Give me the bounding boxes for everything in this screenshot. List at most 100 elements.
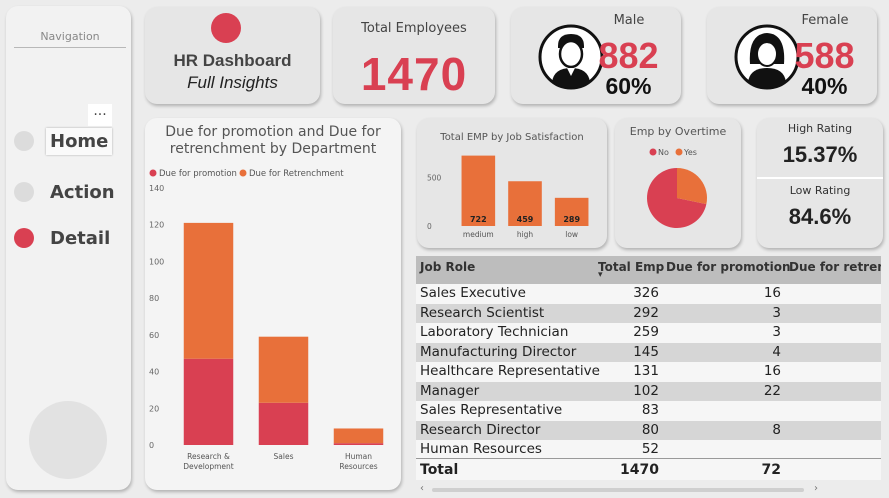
cell-due-promotion: 4: [772, 343, 781, 360]
scroll-thumb[interactable]: [432, 488, 804, 492]
table-row[interactable]: Human Resources 52: [416, 440, 881, 460]
female-person-icon: [734, 24, 800, 90]
nav-detail-label: Detail: [50, 227, 111, 249]
legend-label: Due for promotion: [159, 169, 237, 179]
table-total-row: Total 1470 72: [416, 458, 881, 480]
female-percent: 40%: [801, 73, 848, 99]
male-count: 882: [598, 35, 659, 76]
legend-label: Due for Retrenchment: [249, 169, 344, 179]
cell-job-role: Sales Representative: [420, 402, 563, 418]
legend-label: No: [658, 148, 669, 157]
male-percent: 60%: [605, 73, 652, 99]
header-due-promotion[interactable]: Due for promotion: [666, 260, 791, 274]
x-tick-label: Research & Development: [183, 452, 234, 471]
male-card: Male 882 60%: [511, 7, 681, 104]
navigation-title: Navigation: [14, 30, 126, 48]
legend-item[interactable]: Due for promotion: [149, 169, 237, 179]
female-count: 588: [794, 35, 855, 76]
x-tick-label: medium: [463, 230, 494, 239]
y-tick-label: 0: [427, 222, 432, 231]
bar[interactable]: [554, 197, 589, 226]
home-dot-icon: [14, 131, 34, 151]
pie-slice[interactable]: [647, 168, 707, 228]
nav-detail-button[interactable]: Detail: [14, 223, 126, 253]
x-tick-label: high: [517, 230, 534, 239]
dashboard-title: HR Dashboard: [173, 51, 292, 70]
bar-value-label: 289: [563, 215, 580, 224]
x-tick-label: Sales: [274, 452, 294, 461]
low-rating-value: 84.6%: [788, 204, 852, 229]
total-promo-sum: 72: [761, 462, 781, 478]
overtime-chart: Emp by Overtime No Yes: [615, 118, 741, 248]
scroll-left-icon[interactable]: ‹: [420, 483, 424, 494]
legend-dot: [649, 148, 657, 156]
decorative-circle: [29, 401, 107, 479]
table-row[interactable]: Research Scientist 292 3: [416, 303, 881, 323]
bar[interactable]: [461, 155, 496, 226]
header-job-role[interactable]: Job Role: [420, 260, 476, 274]
table-row[interactable]: Healthcare Representative 131 16: [416, 362, 881, 382]
horizontal-scrollbar[interactable]: ‹ ›: [420, 483, 820, 494]
nav-action-button[interactable]: Action: [14, 177, 126, 207]
male-person-icon: [538, 24, 604, 90]
logo-circle-icon: [211, 13, 241, 43]
y-tick-label: 60: [149, 331, 159, 340]
rating-card: High Rating 15.37% Low Rating 84.6%: [757, 118, 883, 248]
bar-segment[interactable]: [183, 358, 234, 445]
x-tick-label: Human Resources: [339, 452, 377, 471]
cell-job-role: Laboratory Technician: [420, 324, 569, 340]
cell-due-promotion: 22: [763, 382, 781, 399]
detail-dot-icon: [14, 228, 34, 248]
bar-segment[interactable]: [258, 402, 309, 445]
scroll-right-icon[interactable]: ›: [814, 483, 818, 494]
total-employees-value: 1470: [360, 48, 468, 100]
header-due-retrenchment[interactable]: Due for retrenc: [789, 260, 881, 274]
legend-item[interactable]: Due for Retrenchment: [239, 169, 345, 179]
bar-value-label: 722: [470, 215, 487, 224]
table-row[interactable]: Manager 102 22: [416, 381, 881, 401]
legend-dot: [149, 169, 157, 177]
header-total-emp[interactable]: Total Emp: [598, 260, 665, 274]
bar-segment[interactable]: [183, 222, 234, 359]
cell-total-emp: 102: [633, 382, 659, 399]
dashboard-subtitle: Full Insights: [187, 73, 278, 92]
nav-home-button[interactable]: Home: [14, 126, 126, 156]
cell-job-role: Manager: [420, 382, 480, 399]
promotion-chart-svg: Due for promotion Due for Retrenchment 0 20…: [149, 169, 384, 471]
job-role-table[interactable]: Job Role Total Emp ▾ Due for promotion D…: [416, 256, 881, 482]
table-row[interactable]: Sales Executive 326 16: [416, 284, 881, 304]
bar[interactable]: [508, 181, 542, 226]
table-row[interactable]: Sales Representative 83: [416, 401, 881, 421]
nav-home-label: Home: [46, 127, 113, 155]
pie-slice[interactable]: [677, 168, 707, 205]
nav-action-label: Action: [50, 181, 115, 203]
cell-total-emp: 326: [633, 285, 659, 301]
y-tick-label: 500: [427, 173, 442, 182]
table-row[interactable]: Research Director 80 8: [416, 420, 881, 440]
total-employees-card: Total Employees 1470: [333, 7, 495, 104]
job-satisfaction-title: Total EMP by Job Satisfaction: [440, 132, 584, 143]
bar-segment[interactable]: [333, 443, 384, 445]
cell-job-role: Sales Executive: [420, 285, 526, 301]
job-satisfaction-chart: Total EMP by Job Satisfaction 0 500 722 med…: [417, 118, 607, 248]
sort-down-icon: ▾: [598, 270, 603, 280]
cell-total-emp: 131: [633, 363, 659, 379]
table-row[interactable]: Manufacturing Director 145 4: [416, 342, 881, 362]
y-tick-label: 40: [149, 368, 159, 377]
cell-due-promotion: 16: [763, 285, 781, 301]
cell-total-emp: 145: [633, 343, 659, 360]
bar-segment[interactable]: [333, 428, 384, 444]
cell-total-emp: 80: [641, 421, 659, 438]
total-label: Total: [420, 462, 459, 478]
y-tick-label: 0: [149, 441, 154, 450]
more-options-button[interactable]: ...: [88, 104, 112, 126]
total-emp-sum: 1470: [620, 462, 659, 478]
overtime-pie-svg: No Yes: [647, 148, 707, 228]
high-rating-label: High Rating: [787, 122, 853, 135]
cell-job-role: Manufacturing Director: [420, 343, 577, 360]
female-card: Female 588 40%: [707, 7, 877, 104]
bar-segment[interactable]: [258, 336, 309, 403]
cell-job-role: Research Scientist: [420, 304, 545, 321]
table-row[interactable]: Laboratory Technician 259 3: [416, 323, 881, 343]
y-tick-label: 100: [149, 257, 164, 266]
